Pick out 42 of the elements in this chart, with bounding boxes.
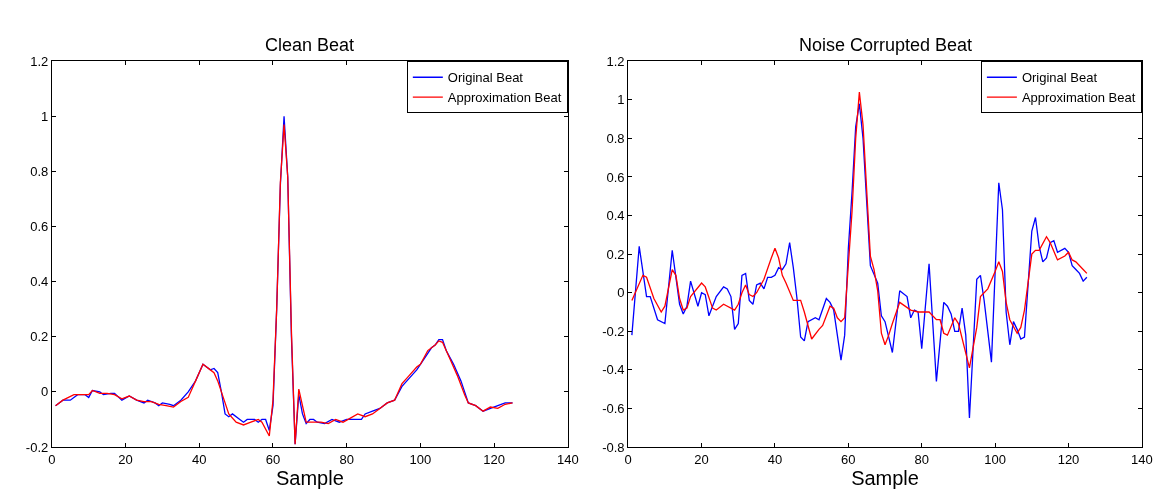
x-tick-label: 40 xyxy=(767,451,783,467)
x-tick-label: 120 xyxy=(1057,451,1080,467)
y-tick-label: 0 xyxy=(617,285,625,301)
chart-title: Noise Corrupted Beat xyxy=(799,35,973,55)
y-tick-label: 1.2 xyxy=(606,53,625,69)
y-tick-label: 0.6 xyxy=(30,219,49,235)
x-axis-title: Sample xyxy=(275,466,344,489)
y-tick-label: 1 xyxy=(617,92,625,108)
y-tick-label: 0.8 xyxy=(30,164,49,180)
line-series xyxy=(631,103,1088,419)
y-tick-label: 0.4 xyxy=(606,208,625,224)
y-tick-label: 0.6 xyxy=(606,169,625,185)
y-tick-label: 0.4 xyxy=(30,274,49,290)
legend-label: Approximation Beat xyxy=(1021,90,1136,106)
y-tick-label: -0.2 xyxy=(25,439,49,455)
x-tick-label: 120 xyxy=(483,451,505,467)
x-tick-label: 20 xyxy=(118,451,133,467)
x-tick-label: 100 xyxy=(984,451,1006,467)
x-tick-label: 80 xyxy=(339,451,354,467)
x-axis-title: Sample xyxy=(851,466,919,489)
chart-title: Clean Beat xyxy=(265,35,355,55)
x-tick-label: 20 xyxy=(694,451,709,467)
y-tick-label: 0.8 xyxy=(606,130,625,146)
y-tick-label: -0.8 xyxy=(602,439,625,455)
y-tick-label: 0 xyxy=(41,384,49,400)
x-tick-label: 60 xyxy=(265,451,281,467)
x-tick-label: 80 xyxy=(914,451,929,467)
y-tick-label: -0.2 xyxy=(602,323,625,339)
legend-label: Original Beat xyxy=(447,70,524,86)
x-tick-label: 60 xyxy=(841,451,856,467)
x-tick-label: 100 xyxy=(409,451,432,467)
x-tick-label: 40 xyxy=(192,451,207,467)
y-tick-label: -0.4 xyxy=(602,362,625,378)
legend-label: Original Beat xyxy=(1021,70,1098,86)
y-tick-label: 1.2 xyxy=(30,53,49,69)
y-tick-label: 0.2 xyxy=(30,329,49,345)
y-tick-label: 0.2 xyxy=(606,246,625,262)
x-tick-label: 140 xyxy=(1131,451,1153,467)
y-tick-label: -0.6 xyxy=(602,400,625,416)
y-tick-label: 1 xyxy=(41,108,49,124)
x-tick-label: 140 xyxy=(556,451,579,467)
legend-label: Approximation Beat xyxy=(447,90,562,106)
